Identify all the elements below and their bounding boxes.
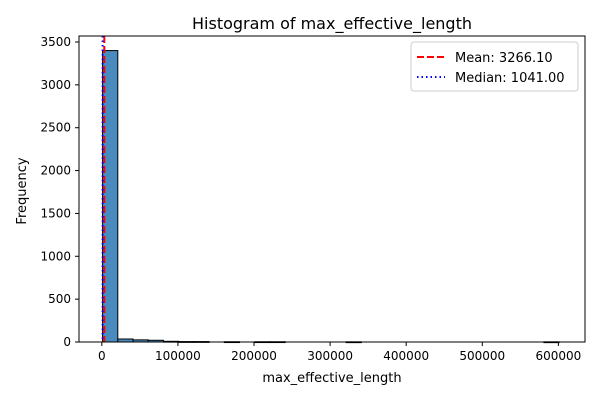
legend-entry-1: Median: 1041.00: [455, 71, 565, 86]
legend-box: [410, 41, 579, 92]
y-tick-label-0: 0: [63, 335, 71, 349]
x-tick-label-0: 0: [98, 349, 106, 363]
y-tick-label-2: 1000: [40, 249, 71, 263]
chart-title: Histogram of max_effective_length: [192, 14, 472, 34]
x-tick-label-6: 600000: [535, 349, 581, 363]
legend-entry-0: Mean: 3266.10: [455, 51, 553, 66]
y-tick-label-7: 3500: [40, 35, 71, 49]
y-tick-label-3: 1500: [40, 206, 71, 220]
x-tick-label-5: 500000: [459, 349, 505, 363]
y-tick-label-1: 500: [48, 292, 71, 306]
histogram-bars: [102, 50, 560, 344]
y-tick-label-6: 3000: [40, 78, 71, 92]
x-tick-label-1: 100000: [155, 349, 201, 363]
x-tick-label-4: 400000: [383, 349, 429, 363]
x-axis-ticks: 0 100000 200000 300000 400000 500000 600000: [98, 342, 581, 363]
legend: Mean: 3266.10 Median: 1041.00: [410, 41, 579, 92]
reference-lines: [101, 36, 106, 342]
y-tick-label-5: 2500: [40, 121, 71, 135]
x-tick-label-3: 300000: [307, 349, 353, 363]
x-tick-label-2: 200000: [231, 349, 277, 363]
y-axis-label: Frequency: [15, 157, 30, 224]
y-tick-label-4: 2000: [40, 164, 71, 178]
plot-frame: [78, 35, 586, 343]
y-axis-ticks: 0 500 1000 1500 2000 2500 3000 3500: [40, 35, 79, 349]
x-axis-label: max_effective_length: [262, 371, 401, 386]
